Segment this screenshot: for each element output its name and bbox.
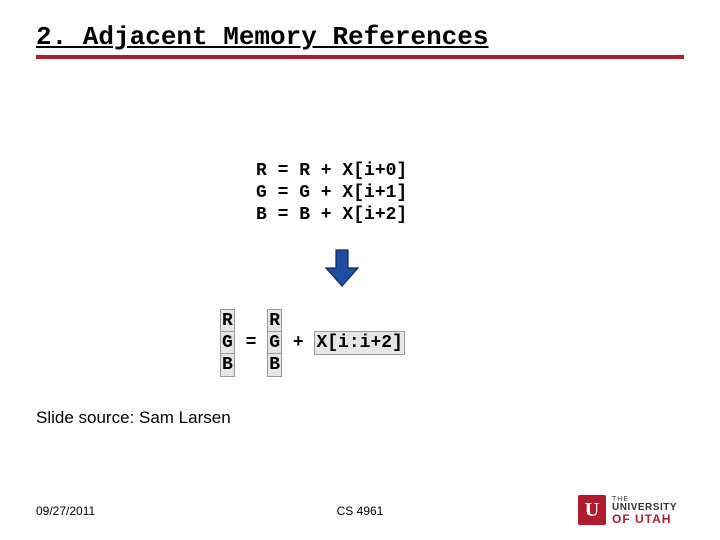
logo-university: UNIVERSITY: [612, 503, 677, 513]
university-logo: U THE UNIVERSITY OF UTAH: [578, 492, 698, 528]
vec-lhs: B: [220, 353, 235, 377]
vec-rhs1: R: [267, 309, 282, 333]
code-block-scalar: R = R + X[i+0] G = G + X[i+1] B = B + X[…: [256, 160, 407, 226]
vec-rhs1: G: [267, 331, 282, 355]
spacer: [235, 310, 267, 332]
slide-root: 2. Adjacent Memory References R = R + X[…: [0, 0, 720, 540]
code-line: R = R + X[i+0]: [256, 161, 407, 181]
vec-rhs2: X[i:i+2]: [314, 331, 404, 355]
title-area: 2. Adjacent Memory References: [36, 22, 684, 59]
title-underline: [36, 55, 684, 59]
vector-row-2: G = G + X[i:i+2]: [220, 332, 405, 354]
vector-row-3: B B: [220, 354, 405, 376]
down-arrow-icon: [324, 248, 360, 288]
code-block-vector: R R G = G + X[i:i+2] B B: [220, 310, 405, 376]
plus: +: [282, 332, 314, 354]
slide-source: Slide source: Sam Larsen: [36, 408, 231, 428]
logo-letter: U: [585, 499, 599, 522]
code-line: G = G + X[i+1]: [256, 183, 407, 203]
logo-text: THE UNIVERSITY OF UTAH: [612, 496, 677, 525]
vec-lhs: G: [220, 331, 235, 355]
spacer: [235, 354, 267, 376]
code-line: B = B + X[i+2]: [256, 205, 407, 225]
vector-row-1: R R: [220, 310, 405, 332]
logo-block-u: U: [578, 495, 606, 525]
vec-lhs: R: [220, 309, 235, 333]
slide-title: 2. Adjacent Memory References: [36, 22, 684, 52]
logo-of-utah: OF UTAH: [612, 513, 677, 525]
equals: =: [235, 332, 267, 354]
vec-rhs1: B: [267, 353, 282, 377]
